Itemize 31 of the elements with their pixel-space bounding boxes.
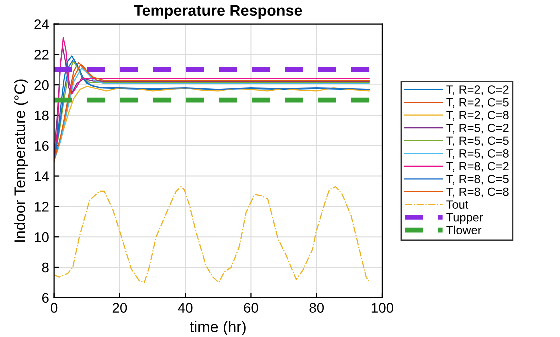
y-tick-label: 18 xyxy=(35,110,49,121)
y-tick-label: 22 xyxy=(34,50,49,60)
legend-label: T, R=2, C=5 xyxy=(446,98,509,108)
x-tick-label: 40 xyxy=(178,303,193,313)
y-axis-title: Indoor Temperature (°C) xyxy=(14,80,28,242)
legend-label: T, R=8, C=5 xyxy=(446,175,509,185)
y-tick-label: 16 xyxy=(35,141,49,152)
legend-label: T, R=5, C=2 xyxy=(446,124,509,134)
legend-label: T, R=5, C=5 xyxy=(446,136,509,146)
y-tick-label: 20 xyxy=(34,80,49,90)
legend-label: T, R=2, C=2 xyxy=(446,86,509,96)
y-tick-label: 8 xyxy=(42,262,49,273)
y-tick-label: 14 xyxy=(35,172,50,182)
y-tick-label: 24 xyxy=(34,20,50,30)
y-tick-label: 6 xyxy=(42,293,49,304)
legend-label: T, R=8, C=2 xyxy=(446,162,509,172)
x-tick-label: 100 xyxy=(372,303,394,313)
legend-label: T, R=2, C=8 xyxy=(446,111,509,121)
x-tick-label: 60 xyxy=(244,303,258,313)
legend-label: T, R=8, C=8 xyxy=(446,188,509,198)
x-tick-label: 20 xyxy=(112,303,128,313)
legend-label: Tlower xyxy=(446,226,482,235)
y-tick-label: 10 xyxy=(35,232,49,242)
legend-label: T, R=5, C=8 xyxy=(446,150,509,160)
x-axis-title: time (hr) xyxy=(190,321,246,336)
legend-label: Tupper xyxy=(446,214,484,224)
x-tick-label: 80 xyxy=(310,303,324,313)
x-tick-label: 0 xyxy=(51,303,58,313)
y-tick-label: 12 xyxy=(35,202,49,212)
chart-title: Temperature Response xyxy=(134,5,302,20)
legend-label: Tout xyxy=(446,200,469,209)
